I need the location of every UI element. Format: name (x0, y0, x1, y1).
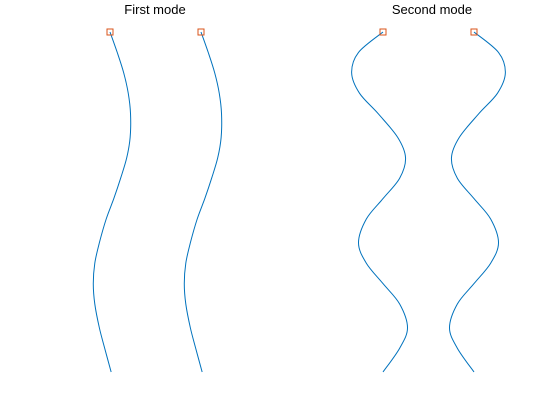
mode-curve-first-mode-2 (183, 31, 223, 373)
mode-curve-second-mode-1 (351, 31, 408, 373)
anchor-marker-second-mode-2 (470, 28, 478, 36)
panel-second-mode: Second mode (351, 2, 506, 373)
plot-area-second-mode (351, 28, 506, 373)
anchor-marker-second-mode-1 (379, 28, 387, 36)
panel-title-first-mode: First mode (124, 2, 185, 17)
mode-curve-second-mode-2 (449, 31, 506, 373)
mode-curve-first-mode-1 (92, 31, 132, 373)
plot-area-first-mode (92, 28, 223, 373)
panel-title-second-mode: Second mode (392, 2, 472, 17)
panel-first-mode: First mode (92, 2, 223, 373)
anchor-marker-first-mode-1 (106, 28, 114, 36)
anchor-marker-first-mode-2 (197, 28, 205, 36)
